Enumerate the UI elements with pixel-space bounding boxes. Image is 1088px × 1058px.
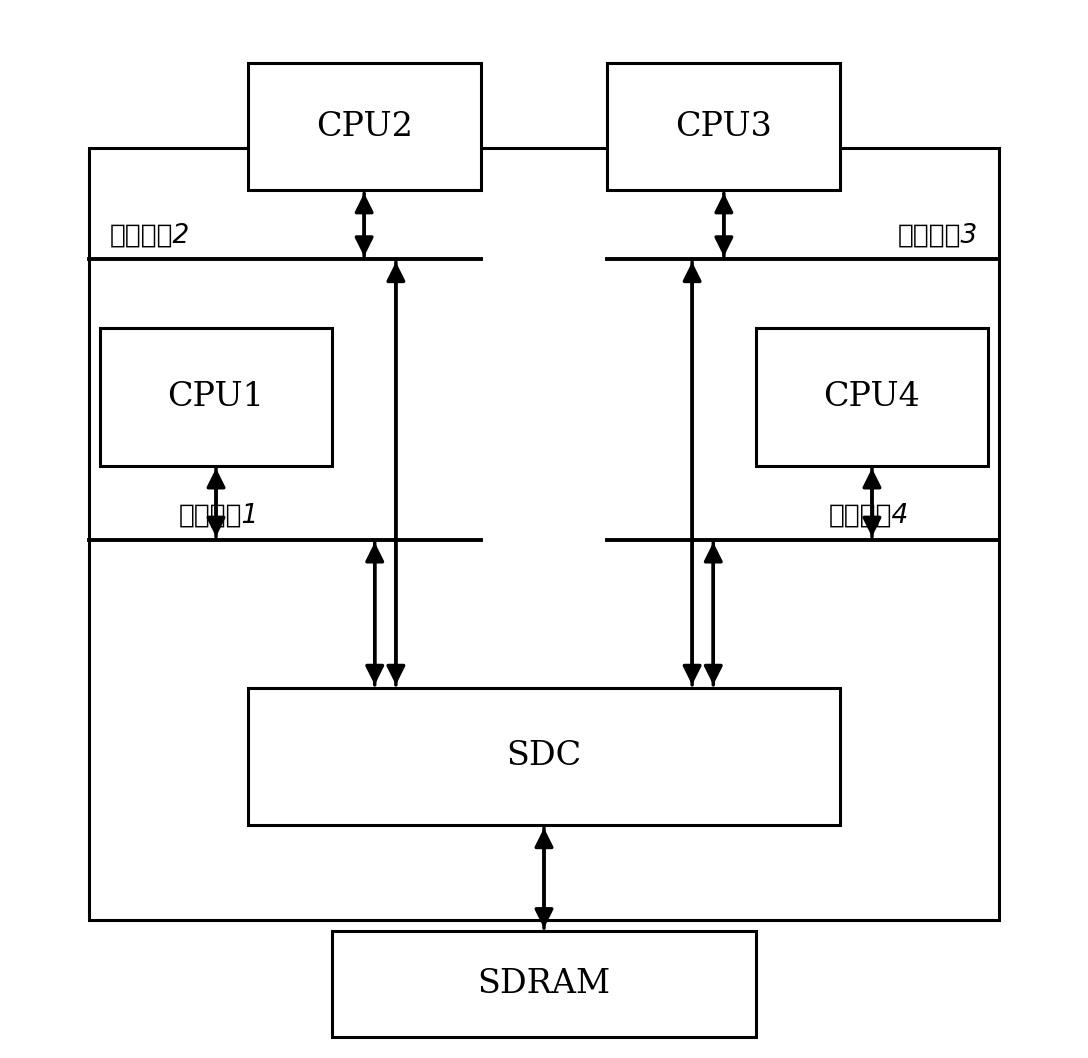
Bar — [607, 63, 840, 190]
Text: SDRAM: SDRAM — [478, 968, 610, 1000]
Bar — [89, 148, 999, 920]
Text: 系统总线4: 系统总线4 — [829, 503, 908, 529]
Bar — [248, 63, 481, 190]
Bar — [755, 328, 988, 466]
Text: CPU2: CPU2 — [316, 111, 412, 143]
Text: CPU1: CPU1 — [168, 381, 264, 413]
Text: 系统总线2: 系统总线2 — [110, 222, 190, 249]
Text: 系统总线3: 系统总线3 — [898, 222, 978, 249]
Bar — [248, 688, 840, 825]
Text: CPU4: CPU4 — [824, 381, 920, 413]
Bar — [333, 931, 755, 1037]
Text: CPU3: CPU3 — [676, 111, 772, 143]
Text: SDC: SDC — [506, 741, 582, 772]
Bar — [100, 328, 333, 466]
Text: 系统总线1: 系统总线1 — [180, 503, 259, 529]
